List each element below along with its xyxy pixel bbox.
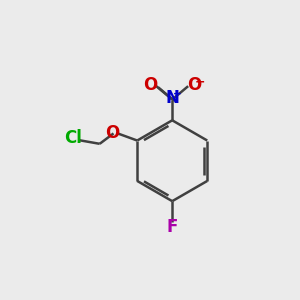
Text: O: O <box>188 76 202 94</box>
Text: N: N <box>165 89 179 107</box>
Text: −: − <box>195 76 206 88</box>
Text: F: F <box>167 218 178 236</box>
Text: O: O <box>105 124 119 142</box>
Text: +: + <box>173 89 182 99</box>
Text: O: O <box>143 76 157 94</box>
Text: Cl: Cl <box>64 129 82 147</box>
